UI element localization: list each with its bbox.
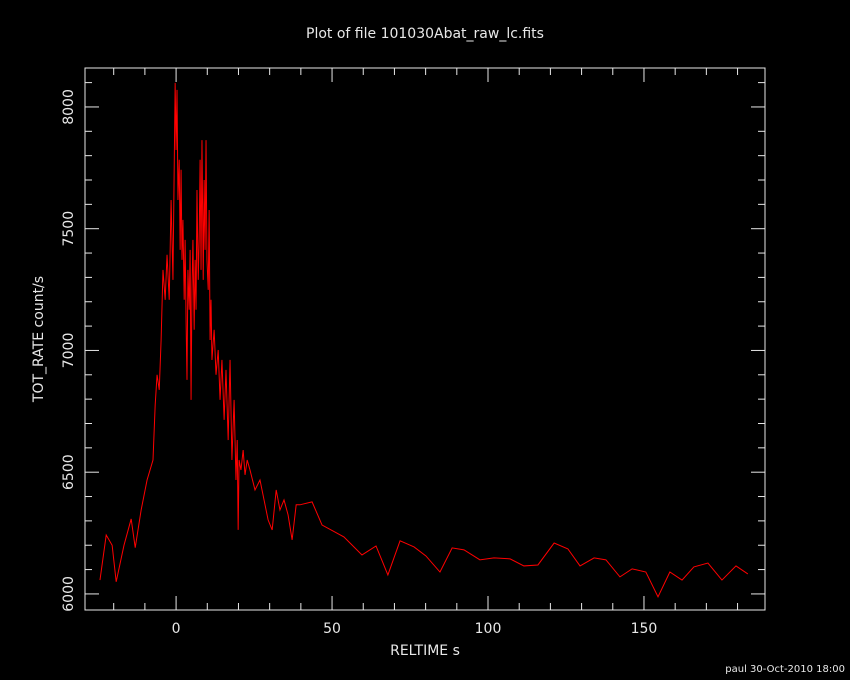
chart-title: Plot of file 101030Abat_raw_lc.fits [306,26,544,42]
x-tick-label: 0 [172,621,181,637]
y-tick-label: 6000 [61,576,77,612]
x-tick-label: 100 [475,621,502,637]
data-line [99,82,749,598]
x-tick-label: 50 [323,621,341,637]
y-tick-label: 7500 [61,211,77,247]
y-axis-label: TOT_RATE count/s [31,276,47,403]
x-tick-label: 150 [631,621,658,637]
footer: paul 30-Oct-2010 18:00 [725,664,845,675]
y-tick-label: 8000 [61,89,77,125]
y-tick-label: 7000 [61,333,77,369]
x-axis-label: RELTIME s [390,643,460,659]
plot-frame [84,67,766,611]
y-tick-label: 6500 [61,454,77,490]
